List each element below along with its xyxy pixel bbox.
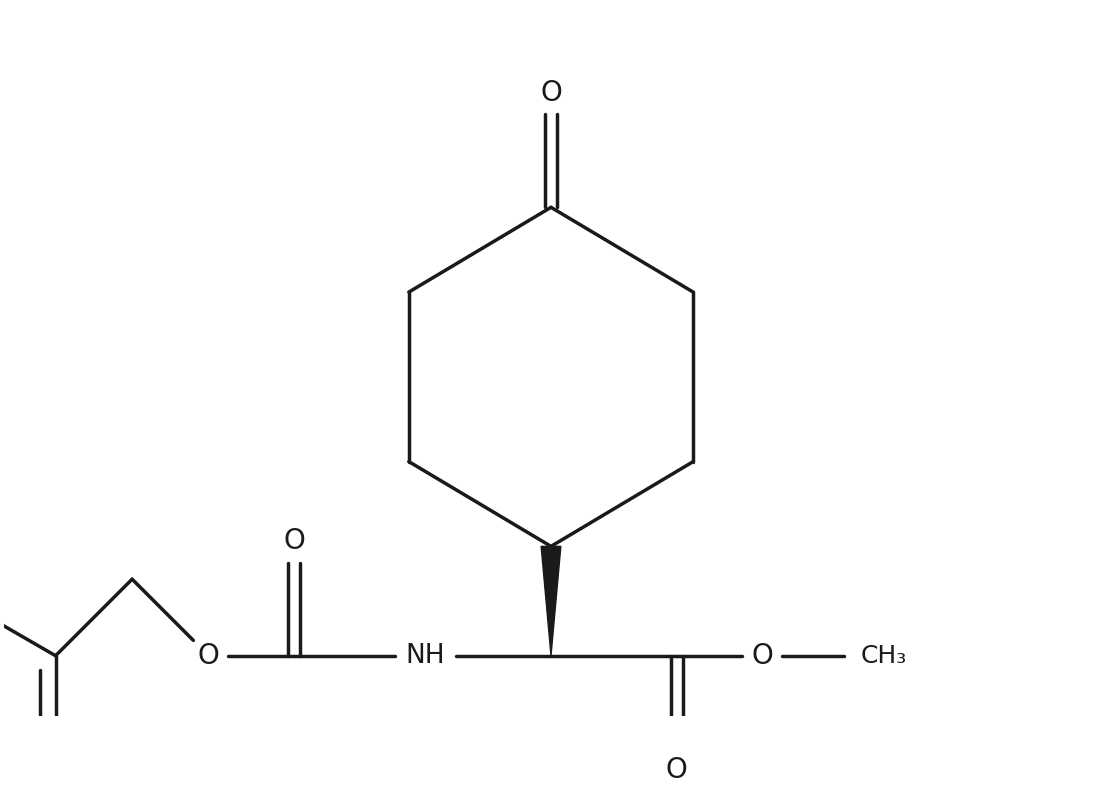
Text: NH: NH [406,643,445,669]
Text: O: O [666,756,688,784]
Text: O: O [752,641,773,670]
Text: O: O [283,527,305,555]
Polygon shape [541,546,561,656]
Text: CH₃: CH₃ [861,644,907,667]
Text: O: O [540,79,562,106]
Text: O: O [197,641,219,670]
